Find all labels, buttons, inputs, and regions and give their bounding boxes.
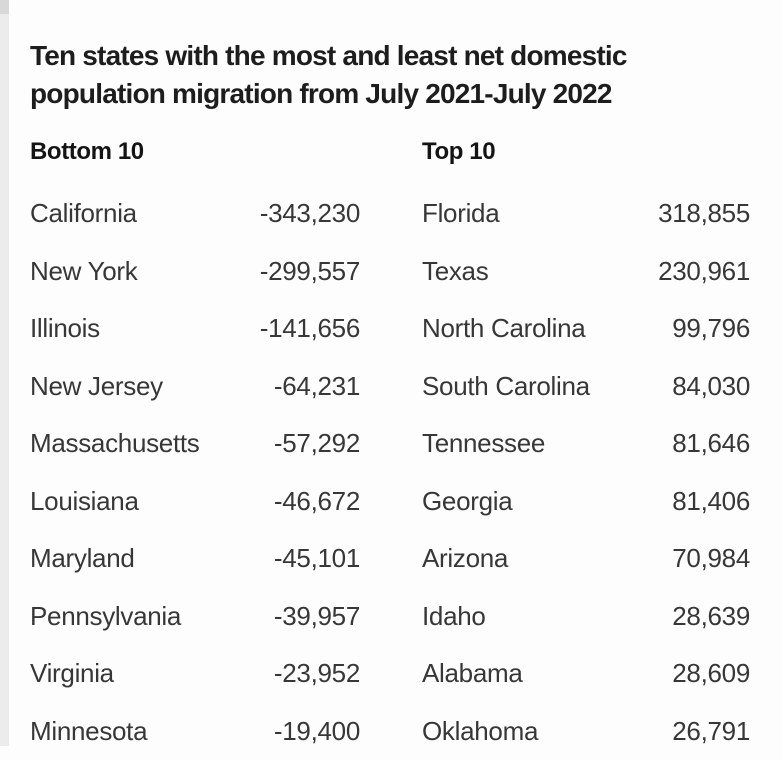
state-name: Maryland [30,543,135,573]
table-row: California -343,230 [30,185,360,243]
column-bottom-10: Bottom 10 California -343,230 New York -… [30,133,360,760]
left-edge-strip-top [0,0,9,14]
state-name: Illinois [30,313,100,343]
table-row: Minnesota -19,400 [30,702,360,760]
migration-value: 99,796 [672,313,750,343]
rows-top-10: Florida 318,855 Texas 230,961 North Caro… [422,185,750,760]
state-name: Alabama [422,658,523,688]
state-name: North Carolina [422,313,586,343]
table-row: Pennsylvania -39,957 [30,587,360,645]
table-row: Arizona 70,984 [422,530,750,588]
table-row: North Carolina 99,796 [422,300,750,358]
state-name: Massachusetts [30,428,200,458]
rows-bottom-10: California -343,230 New York -299,557 Il… [30,185,360,760]
column-header-bottom-10: Bottom 10 [30,137,144,165]
migration-value: 230,961 [658,255,750,286]
migration-value: 26,791 [672,715,750,746]
migration-value: -19,400 [273,715,360,746]
table-row: New Jersey -64,231 [30,357,360,415]
table-row: New York -299,557 [30,242,360,300]
state-name: Georgia [422,485,513,516]
migration-value: -343,230 [259,198,361,228]
migration-value: 70,984 [672,543,750,573]
migration-value: -64,231 [273,370,360,401]
state-name: Oklahoma [422,715,539,746]
state-name: Texas [422,255,489,286]
state-name: Pennsylvania [30,600,182,631]
state-name: New York [30,255,138,286]
table-row: Georgia 81,406 [422,472,750,530]
migration-value: -141,656 [259,313,361,343]
migration-value: 81,646 [672,428,750,458]
migration-value: -39,957 [273,600,360,631]
table-row: Texas 230,961 [422,242,750,300]
column-header-top-10: Top 10 [422,137,496,165]
migration-value: 84,030 [672,370,750,401]
migration-value: 318,855 [658,198,750,228]
migration-value: -57,292 [273,428,360,458]
migration-value: 28,639 [672,600,750,631]
table-row: Oklahoma 26,791 [422,702,750,760]
state-name: Louisiana [30,485,139,516]
chart-title-line-2: population migration from July 2021-July… [30,77,613,109]
state-name: Minnesota [30,715,148,746]
chart-title-line-1: Ten states with the most and least net d… [30,39,627,71]
chart-container: Ten states with the most and least net d… [30,18,752,760]
table-row: South Carolina 84,030 [422,357,750,415]
migration-value: -45,101 [273,543,360,573]
table-columns: Bottom 10 California -343,230 New York -… [30,133,752,760]
migration-value: 81,406 [672,485,750,516]
state-name: Arizona [422,543,509,573]
state-name: Virginia [30,658,114,688]
state-name: California [30,198,137,228]
state-name: Florida [422,198,500,228]
table-row: Tennessee 81,646 [422,415,750,473]
chart-title: Ten states with the most and least net d… [30,37,752,113]
left-edge-strip [0,0,9,746]
table-row: Alabama 28,609 [422,645,750,703]
table-row: Louisiana -46,672 [30,472,360,530]
table-row: Maryland -45,101 [30,530,360,588]
state-name: Idaho [422,600,486,631]
migration-value: -46,672 [273,485,360,516]
state-name: South Carolina [422,370,590,401]
migration-value: 28,609 [672,658,750,688]
column-top-10: Top 10 Florida 318,855 Texas 230,961 Nor… [422,133,750,760]
table-row: Idaho 28,639 [422,587,750,645]
table-row: Massachusetts -57,292 [30,415,360,473]
table-row: Florida 318,855 [422,185,750,243]
migration-value: -23,952 [273,658,360,688]
table-row: Virginia -23,952 [30,645,360,703]
table-row: Illinois -141,656 [30,300,360,358]
state-name: Tennessee [422,428,546,458]
migration-value: -299,557 [259,255,361,286]
state-name: New Jersey [30,370,163,401]
